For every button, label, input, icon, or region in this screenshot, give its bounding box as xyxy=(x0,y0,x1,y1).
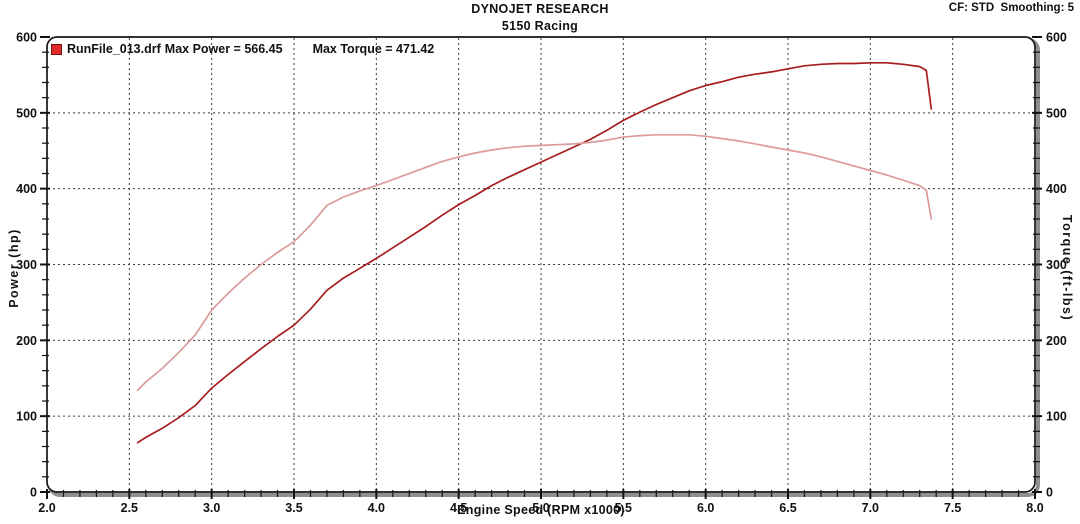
y-tick-label-left: 500 xyxy=(16,106,37,120)
max-torque-value: Max Torque = 471.42 xyxy=(312,42,435,56)
x-tick-label: 5.0 xyxy=(532,501,549,515)
y-tick-label-right: 500 xyxy=(1046,106,1067,120)
left-axis-title: Power (hp) xyxy=(7,228,21,308)
y-tick-label-right: 100 xyxy=(1046,410,1067,424)
y-tick-label-right: 200 xyxy=(1046,334,1067,348)
x-tick-label: 4.5 xyxy=(450,501,467,515)
x-tick-label: 2.0 xyxy=(38,501,55,515)
right-axis-title: Torque (ft-lbs) xyxy=(1060,214,1074,322)
x-tick-label: 3.0 xyxy=(203,501,220,515)
y-tick-label-left: 200 xyxy=(16,334,37,348)
y-tick-label-right: 400 xyxy=(1046,182,1067,196)
y-tick-label-left: 0 xyxy=(30,486,37,500)
max-power-value: Max Power = 566.45 xyxy=(164,42,283,56)
x-tick-label: 8.0 xyxy=(1026,501,1043,515)
x-tick-label: 5.5 xyxy=(615,501,632,515)
x-tick-label: 7.5 xyxy=(944,501,961,515)
shop-name: 5150 Racing xyxy=(501,19,579,33)
x-tick-label: 7.0 xyxy=(862,501,879,515)
x-axis-title: Engine Speed (RPM x1000) xyxy=(457,503,625,517)
y-tick-label-right: 0 xyxy=(1046,486,1053,500)
x-tick-label: 3.5 xyxy=(285,501,302,515)
y-tick-label-right: 600 xyxy=(1046,31,1067,45)
page-title: DYNOJET RESEARCH xyxy=(471,2,609,16)
correction-smoothing-status: CF: STD Smoothing: 5 xyxy=(948,2,1074,14)
y-tick-label-right: 300 xyxy=(1046,258,1067,272)
run-file-label: RunFile_013.drf xyxy=(67,42,161,56)
y-tick-label-left: 600 xyxy=(16,31,37,45)
power-curve xyxy=(136,61,933,444)
x-tick-label: 6.5 xyxy=(779,501,796,515)
x-tick-label: 2.5 xyxy=(121,501,138,515)
run-legend: RunFile_013.drf Max Power = 566.45 Max T… xyxy=(51,42,434,56)
y-tick-label-left: 400 xyxy=(16,182,37,196)
x-tick-label: 6.0 xyxy=(697,501,714,515)
y-tick-label-left: 100 xyxy=(16,410,37,424)
y-tick-label-left: 300 xyxy=(16,258,37,272)
x-tick-label: 4.0 xyxy=(368,501,385,515)
run-series-marker-icon xyxy=(51,43,62,55)
torque-curve xyxy=(136,133,933,392)
